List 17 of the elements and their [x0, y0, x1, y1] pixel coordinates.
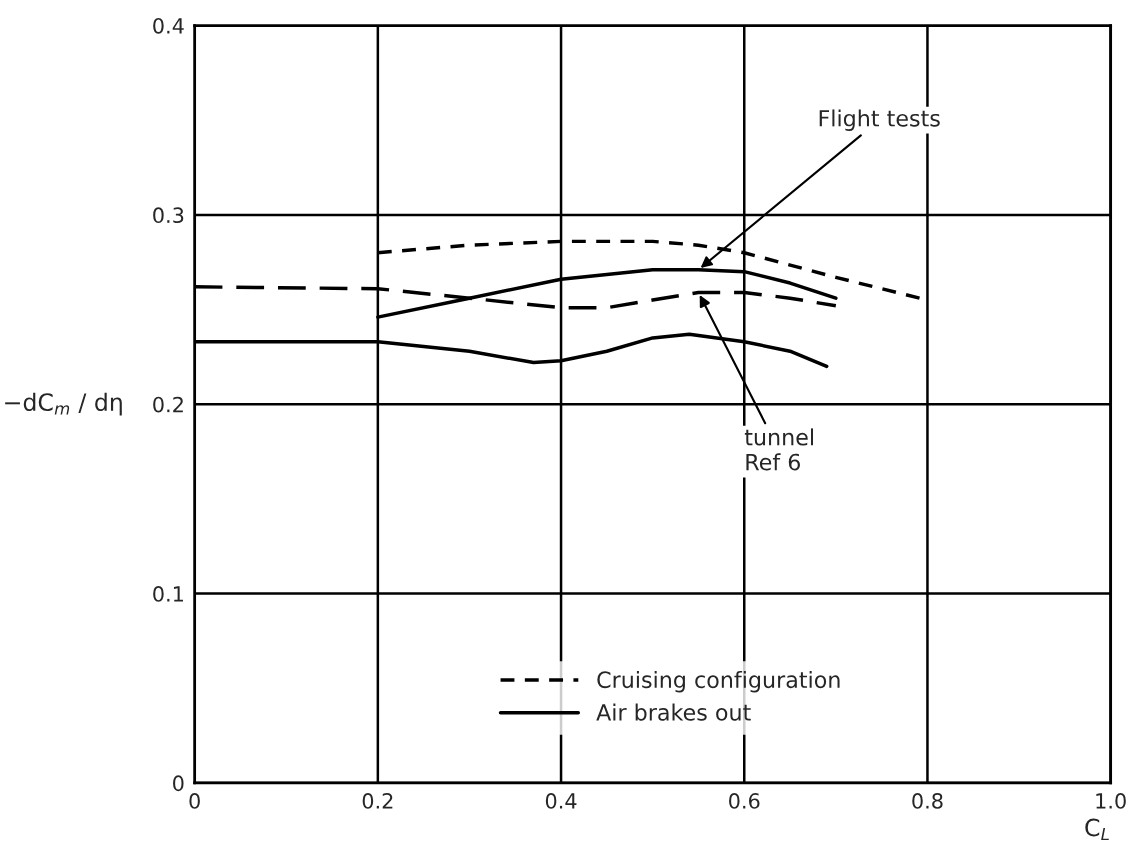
x-tick-label: 0.8 [912, 793, 943, 809]
annotation: Flight tests [819, 109, 940, 131]
x-tick-label: 0.6 [729, 793, 760, 809]
annotation: tunnel Ref 6 [744, 428, 813, 471]
x-tick-label: 0.4 [545, 793, 577, 809]
x-tick-label: 1.0 [1096, 793, 1126, 809]
y-tick-label: 0.3 [153, 207, 184, 224]
x-tick-label: 0 [189, 793, 200, 809]
y-axis-title: −dC$_{m}$ / dη [5, 392, 122, 416]
y-tick-label: 0.2 [153, 396, 183, 413]
y-tick-label: 0 [173, 775, 184, 792]
y-tick-label: 0.1 [153, 586, 183, 602]
legend-label: Air brakes out [596, 703, 751, 721]
legend-label: Cruising configuration [597, 670, 840, 693]
x-tick-label: 0.2 [362, 793, 393, 809]
x-axis-title: C$_{L}$ [1085, 818, 1109, 840]
y-tick-label: 0.4 [153, 17, 184, 34]
